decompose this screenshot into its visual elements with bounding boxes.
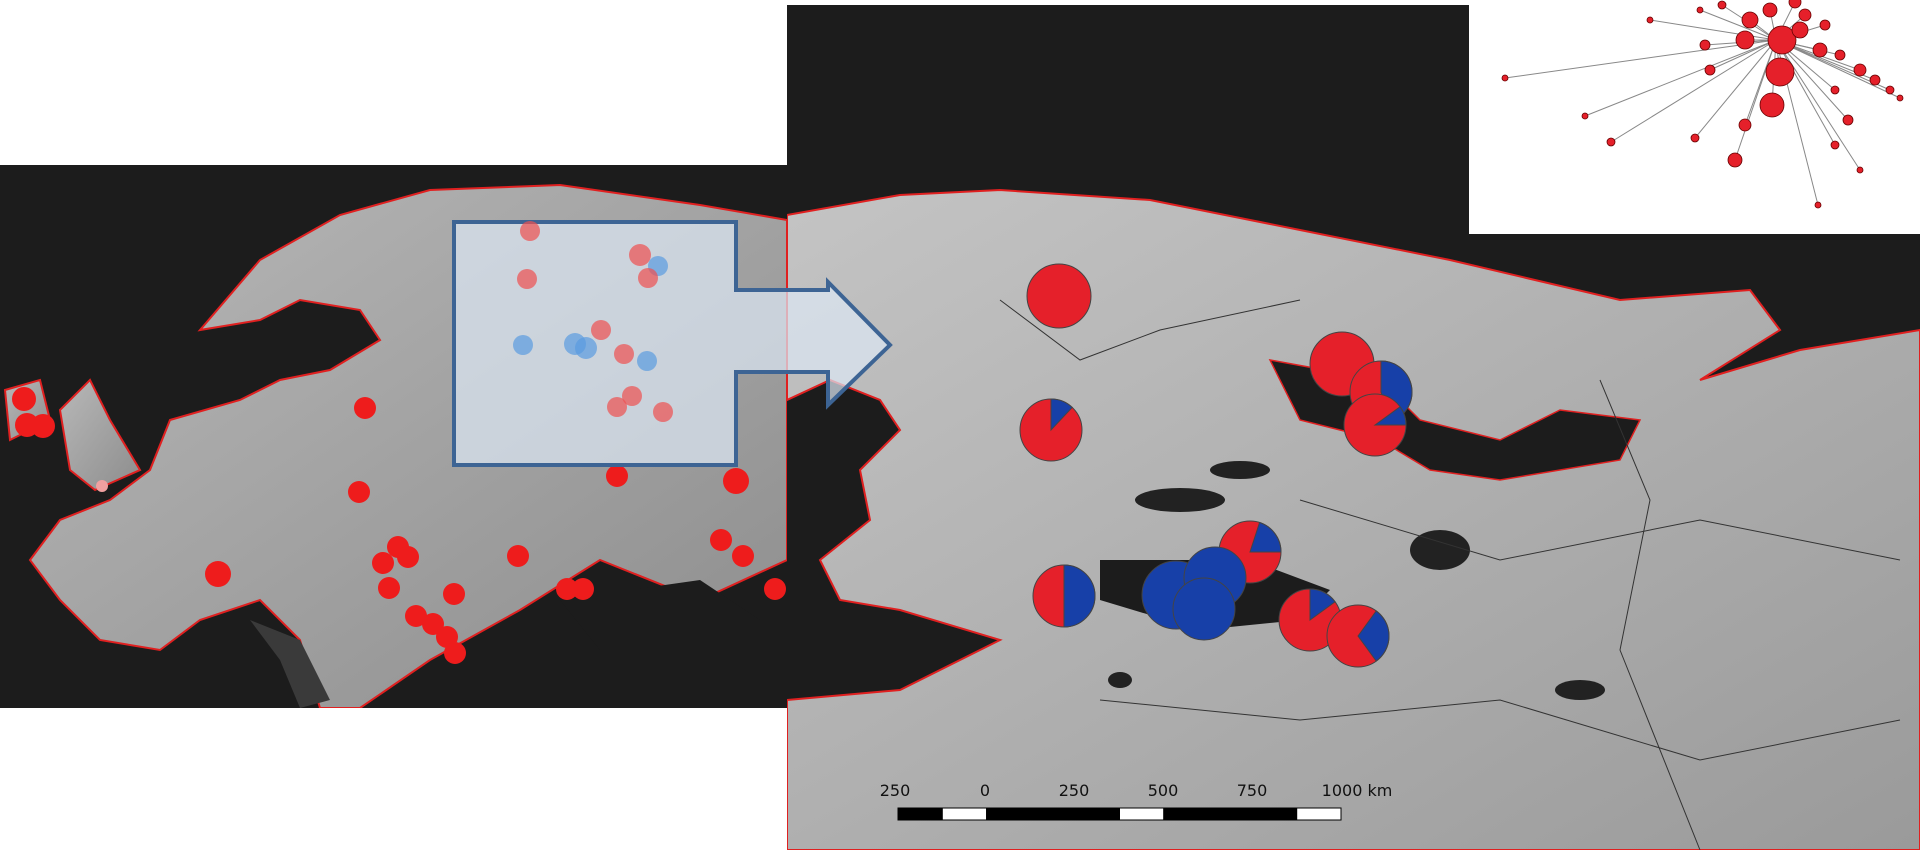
pie [1327, 605, 1389, 667]
network-node [1857, 167, 1863, 173]
scale-segment [942, 808, 986, 820]
network-node [1700, 40, 1710, 50]
network-node [1742, 12, 1758, 28]
scale-segment [1031, 808, 1075, 820]
scale-label: 250 [1059, 781, 1090, 800]
network-node [1897, 95, 1903, 101]
network-node [1799, 9, 1811, 21]
scale-segment [987, 808, 1031, 820]
network-inset [1469, 0, 1920, 234]
network-node [1607, 138, 1615, 146]
scale-label: 250 [880, 781, 911, 800]
scale-segment [898, 808, 942, 820]
scale-label: 1000 km [1322, 781, 1393, 800]
network-node [1763, 3, 1777, 17]
network-node [1705, 65, 1715, 75]
network-node [1728, 153, 1742, 167]
network-node [1870, 75, 1880, 85]
network-node [1647, 17, 1653, 23]
pie-base [1173, 578, 1235, 640]
network-node [1691, 134, 1699, 142]
scale-label: 500 [1148, 781, 1179, 800]
network-node [1820, 20, 1830, 30]
network-node [1502, 75, 1508, 81]
scale-segment [1252, 808, 1296, 820]
scale-segment [1297, 808, 1341, 820]
pie [1173, 578, 1235, 640]
scale-segment [1120, 808, 1164, 820]
network-node [1815, 202, 1821, 208]
network-node [1789, 0, 1801, 8]
scale-segment [1075, 808, 1119, 820]
network-node [1835, 50, 1845, 60]
network-node [1886, 86, 1894, 94]
pie [1027, 264, 1091, 328]
network-node [1760, 93, 1784, 117]
pie-base [1027, 264, 1091, 328]
pie [1344, 394, 1406, 456]
network-node [1736, 31, 1754, 49]
network-node [1697, 7, 1703, 13]
pie [1033, 565, 1095, 627]
network-node [1739, 119, 1751, 131]
network-node [1766, 58, 1794, 86]
scale-label: 0 [980, 781, 990, 800]
scale-segment [1164, 808, 1208, 820]
network-node [1854, 64, 1866, 76]
network-node [1582, 113, 1588, 119]
network-node [1813, 43, 1827, 57]
figure: 250 0 250 500 750 1000 km [0, 0, 1920, 850]
network-node [1831, 141, 1839, 149]
scale-segment [1208, 808, 1252, 820]
network-node [1831, 86, 1839, 94]
scale-label: 750 [1237, 781, 1268, 800]
pie [1020, 399, 1082, 461]
network-node [1718, 1, 1726, 9]
network-node [1792, 22, 1808, 38]
network-node [1843, 115, 1853, 125]
